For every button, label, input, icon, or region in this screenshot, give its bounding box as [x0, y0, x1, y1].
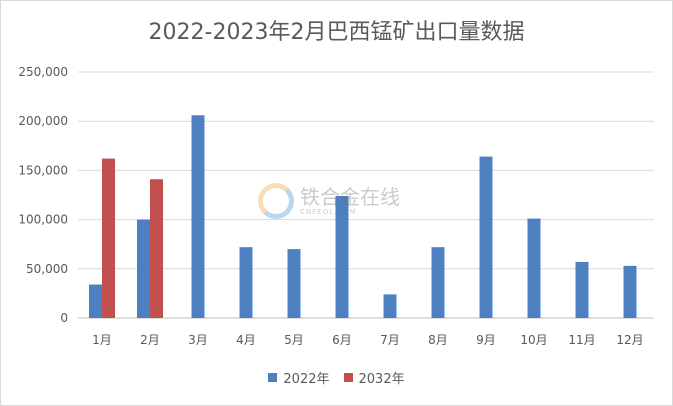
- bar-series-1: [479, 156, 493, 318]
- bar-series-1: [383, 294, 397, 318]
- y-tick-label: 0: [60, 311, 68, 325]
- y-tick-label: 150,000: [18, 163, 68, 177]
- bar-series-1: [431, 247, 445, 318]
- bar-series-1: [137, 219, 150, 318]
- x-tick-label: 10月: [520, 333, 547, 347]
- legend-item-series-2: 2032年: [343, 368, 405, 387]
- bar-series-1: [335, 195, 349, 318]
- y-tick-label: 250,000: [18, 65, 68, 79]
- watermark-text: 铁合金在线: [300, 184, 400, 209]
- bar-series-1: [575, 261, 589, 318]
- y-tick-label: 200,000: [18, 114, 68, 128]
- bar-series-1: [287, 249, 301, 318]
- bar-series-2: [150, 179, 163, 318]
- x-tick-label: 6月: [332, 333, 352, 347]
- x-tick-label: 4月: [236, 333, 256, 347]
- legend-item-series-1: 2022年: [268, 368, 330, 387]
- x-tick-label: 11月: [568, 333, 595, 347]
- legend-swatch-series-2: [343, 373, 353, 382]
- watermark: 铁合金在线 CNFEOL.COM: [258, 183, 400, 219]
- legend-label-series-1: 2022年: [283, 372, 330, 387]
- chart-title: 2022-2023年2月巴西锰矿出口量数据: [148, 20, 525, 45]
- x-tick-label: 8月: [428, 333, 448, 347]
- bar-series-1: [239, 247, 253, 318]
- x-tick-label: 1月: [92, 333, 112, 347]
- x-tick-label: 7月: [380, 333, 400, 347]
- x-tick-label: 3月: [188, 333, 208, 347]
- y-tick-label: 50,000: [26, 262, 68, 276]
- bar-series-1: [527, 218, 541, 318]
- x-tick-label: 12月: [616, 333, 643, 347]
- bar-series-2: [102, 158, 115, 318]
- watermark-subtext: CNFEOL.COM: [300, 207, 357, 216]
- bar-series-1: [623, 265, 637, 318]
- legend-swatch-series-1: [268, 373, 278, 382]
- y-tick-label: 100,000: [18, 213, 68, 227]
- legend-label-series-2: 2032年: [358, 372, 405, 387]
- watermark-logo-icon: [258, 183, 294, 219]
- x-tick-label: 5月: [284, 333, 304, 347]
- bar-series-1: [191, 115, 205, 319]
- legend: 2022年 2032年: [0, 368, 673, 387]
- bar-series-1: [89, 284, 102, 318]
- x-tick-label: 9月: [476, 333, 496, 347]
- x-tick-label: 2月: [140, 333, 160, 347]
